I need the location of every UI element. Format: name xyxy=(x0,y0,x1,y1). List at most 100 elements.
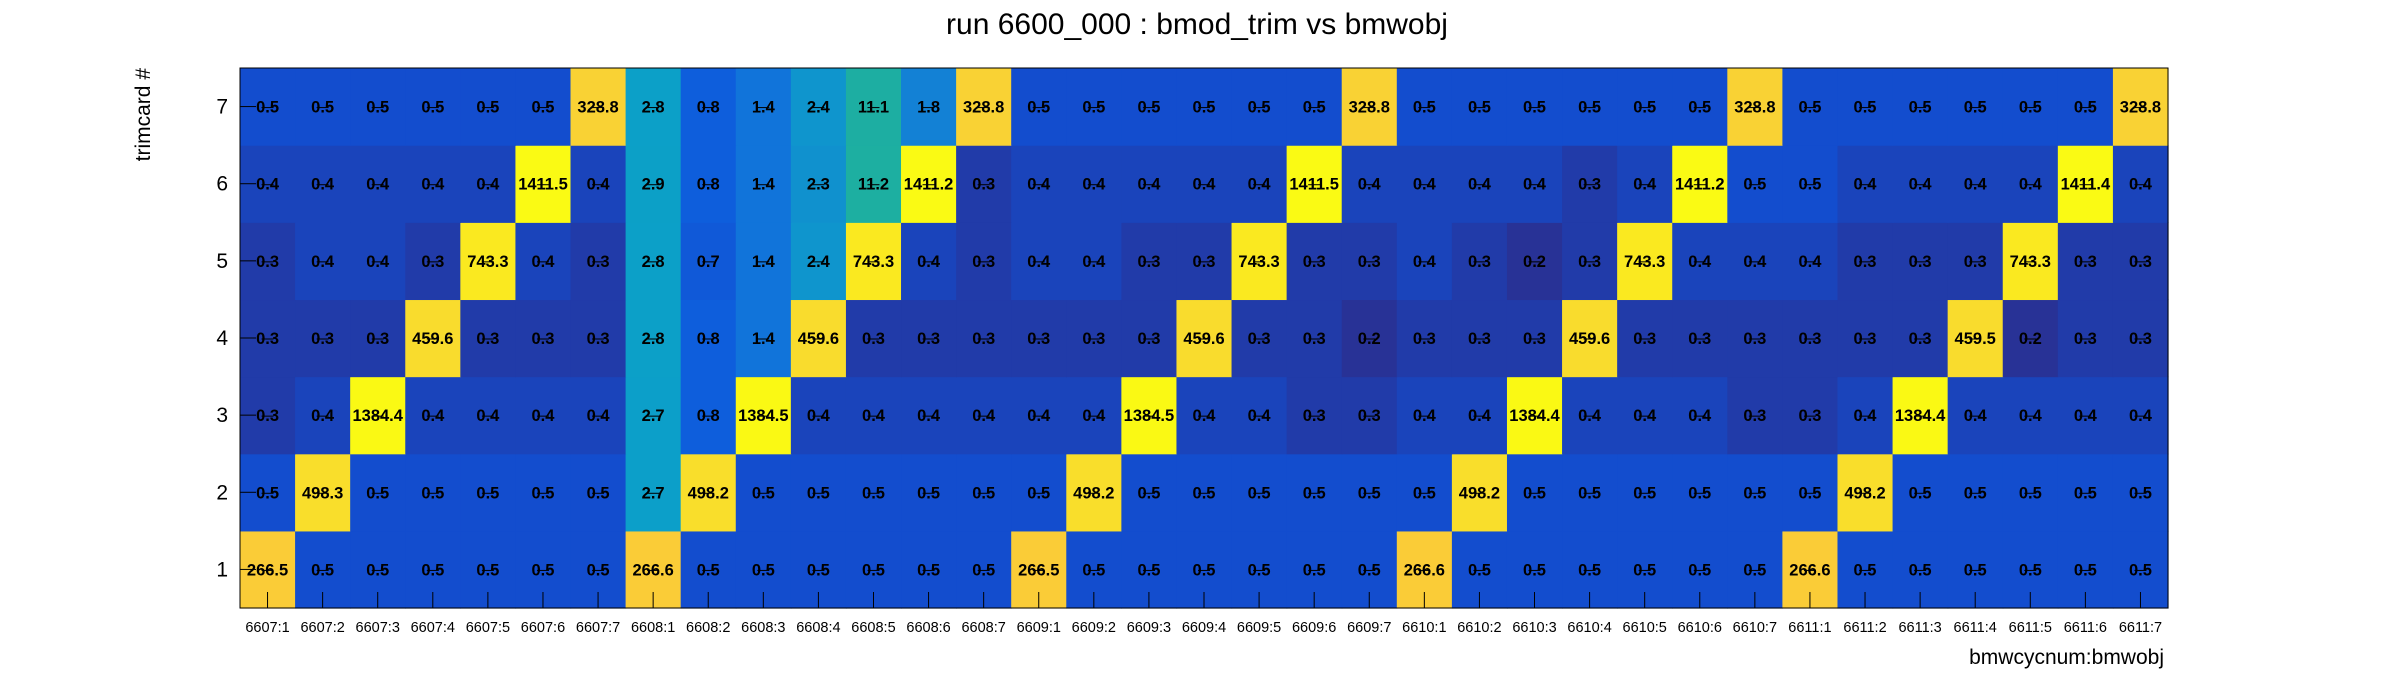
heatmap-cell xyxy=(1782,376,1839,455)
heatmap-cell xyxy=(1011,68,1067,146)
heatmap-cell xyxy=(1837,453,1894,532)
heatmap-cell xyxy=(1451,222,1508,301)
heatmap-cell xyxy=(1396,222,1453,301)
y-axis: 1 2 3 4 5 6 7 xyxy=(216,96,256,581)
heatmap-cell xyxy=(1396,376,1453,455)
x-tick-label: 6611:4 xyxy=(1954,620,1997,636)
x-tick-label: 6610:6 xyxy=(1678,620,1722,636)
heatmap-cell xyxy=(1506,453,1563,532)
heatmap-cell xyxy=(2112,299,2169,378)
x-tick-label: 6607:3 xyxy=(356,620,400,636)
heatmap-cell xyxy=(1121,222,1178,301)
heatmap-cell xyxy=(1782,222,1839,301)
x-tick-label: 6609:1 xyxy=(1017,620,1061,636)
heatmap-cell xyxy=(1396,145,1453,223)
x-tick-label: 6607:4 xyxy=(411,620,455,636)
x-tick-label: 6607:6 xyxy=(521,620,565,636)
heatmap-cell xyxy=(956,376,1012,455)
y-tick-label: 1 xyxy=(216,558,228,581)
heatmap-cell xyxy=(570,453,627,532)
heatmap-cell xyxy=(295,222,351,301)
heatmap-cell xyxy=(1286,222,1343,301)
y-tick-label: 2 xyxy=(216,481,228,504)
heatmap-cell xyxy=(1011,222,1067,301)
heatmap-cell xyxy=(1176,68,1233,146)
heatmap-cell xyxy=(956,222,1012,301)
heatmap-cell xyxy=(1121,145,1178,223)
heatmap-cell xyxy=(680,222,737,301)
heatmap-cell xyxy=(405,376,461,455)
heatmap-cell xyxy=(1672,222,1728,301)
heatmap-cell xyxy=(350,376,406,455)
heatmap-cell xyxy=(1121,68,1178,146)
x-tick-label: 6609:2 xyxy=(1072,620,1116,636)
heatmap-cell xyxy=(1727,299,1783,378)
heatmap-cell xyxy=(1837,222,1894,301)
heatmap-cell xyxy=(790,68,847,146)
heatmap-cell xyxy=(845,68,902,146)
heatmap-cell xyxy=(845,222,902,301)
heatmap-cell xyxy=(2002,376,2059,455)
heatmap-cell xyxy=(790,145,847,223)
x-tick-label: 6609:3 xyxy=(1127,620,1171,636)
heatmap-cell xyxy=(570,376,627,455)
heatmap-cell xyxy=(1562,68,1618,146)
heatmap-cell xyxy=(735,68,792,146)
heatmap-cell xyxy=(901,222,957,301)
heatmap-cell xyxy=(460,376,517,455)
heatmap-cell xyxy=(735,299,792,378)
heatmap-cell xyxy=(2112,222,2169,301)
heatmap-cell xyxy=(1451,68,1508,146)
heatmap-cell xyxy=(295,145,351,223)
x-tick-label: 6610:3 xyxy=(1512,620,1556,636)
heatmap-cell xyxy=(1506,299,1563,378)
heatmap-cell xyxy=(1286,299,1343,378)
heatmap-cell xyxy=(1231,68,1288,146)
heatmap-cell xyxy=(680,453,737,532)
heatmap-cell xyxy=(1672,145,1728,223)
heatmap-cell xyxy=(350,68,406,146)
heatmap-cell xyxy=(1727,453,1783,532)
heatmap-cell xyxy=(680,376,737,455)
heatmap-cell xyxy=(1617,299,1673,378)
heatmap-cell xyxy=(956,68,1012,146)
heatmap-cell xyxy=(1892,222,1949,301)
heatmap-cell xyxy=(570,299,627,378)
heatmap-cell xyxy=(1121,453,1178,532)
heatmap-cell xyxy=(735,453,792,532)
heatmap-cell xyxy=(1066,145,1122,223)
y-tick-label: 3 xyxy=(216,404,228,427)
heatmap-cell xyxy=(1286,453,1343,532)
heatmap-cell xyxy=(625,222,682,301)
heatmap-cell xyxy=(2112,145,2169,223)
heatmap-cell xyxy=(1837,376,1894,455)
y-tick-label: 7 xyxy=(216,96,228,119)
heatmap-cell xyxy=(1892,145,1949,223)
heatmap-cell xyxy=(1396,68,1453,146)
heatmap-cell xyxy=(2002,222,2059,301)
heatmap-cell xyxy=(956,299,1012,378)
x-tick-label: 6611:1 xyxy=(1788,620,1831,636)
heatmap-cell xyxy=(1672,68,1728,146)
heatmap-cell xyxy=(1341,222,1398,301)
x-tick-label: 6608:5 xyxy=(851,620,895,636)
heatmap-cell xyxy=(680,68,737,146)
heatmap-cell xyxy=(350,222,406,301)
heatmap-cell xyxy=(1231,222,1288,301)
heatmap-cell xyxy=(1947,453,2004,532)
heatmap-cell xyxy=(1066,453,1122,532)
heatmap-cell xyxy=(460,68,517,146)
heatmap-cell xyxy=(790,453,847,532)
heatmap-cell xyxy=(460,453,517,532)
heatmap-cell xyxy=(1066,299,1122,378)
x-tick-label: 6611:6 xyxy=(2064,620,2107,636)
heatmap-cell xyxy=(1727,376,1783,455)
heatmap-cell xyxy=(515,299,572,378)
heatmap-cell xyxy=(1506,145,1563,223)
heatmap-cell xyxy=(515,453,572,532)
heatmap-cell xyxy=(515,222,572,301)
heatmap-cell xyxy=(515,68,572,146)
y-tick-label: 5 xyxy=(216,250,228,273)
heatmap-cell xyxy=(1947,222,2004,301)
heatmap-cell xyxy=(790,376,847,455)
